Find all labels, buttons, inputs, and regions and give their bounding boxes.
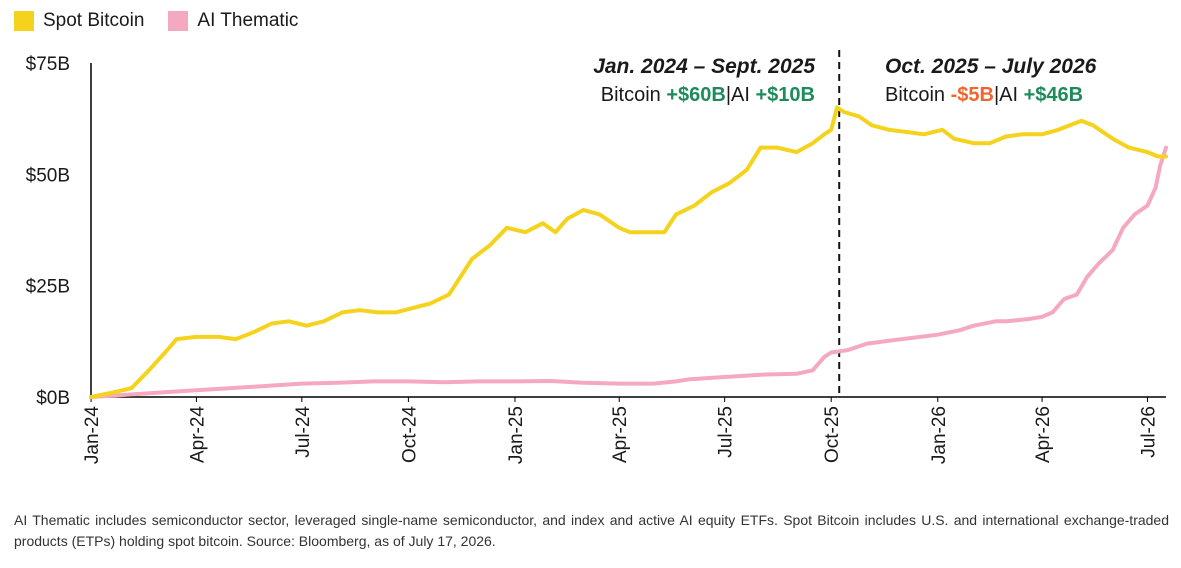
- annotation-period-1-ai-change: +$10B: [755, 84, 816, 106]
- legend-item-bitcoin: Spot Bitcoin: [14, 10, 144, 32]
- legend-label-ai: AI Thematic: [197, 10, 299, 31]
- annotation-period-2-body: Bitcoin -$5B|AI +$46B: [885, 81, 1096, 110]
- annotation-period-1-title: Jan. 2024 – Sept. 2025: [593, 55, 815, 78]
- annotation-period-1-separator: |AI: [725, 84, 756, 106]
- annotation-period-1-prefix: Bitcoin: [600, 84, 667, 106]
- annotation-period-2-prefix: Bitcoin: [885, 84, 951, 106]
- x-tick-label: Jan-26: [929, 406, 950, 464]
- y-tick-label: $50B: [26, 165, 70, 186]
- series-line-spot-bitcoin: [89, 105, 1168, 399]
- annotation-period-2-btc-change: -$5B: [950, 84, 994, 106]
- annotation-period-1: Jan. 2024 – Sept. 2025 Bitcoin +$60B|AI …: [593, 52, 815, 110]
- legend-label-bitcoin: Spot Bitcoin: [43, 10, 145, 31]
- legend-swatch-bitcoin: [14, 11, 34, 31]
- annotation-period-2-ai-change: +$46B: [1023, 84, 1084, 106]
- legend-swatch-ai: [168, 11, 189, 31]
- annotation-period-2-separator: |AI: [993, 84, 1024, 106]
- x-tick-label: Oct-25: [822, 406, 843, 463]
- x-tick-label: Apr-26: [1033, 406, 1054, 463]
- x-tick-label: Oct-24: [399, 406, 420, 463]
- annotation-period-1-body: Bitcoin +$60B|AI +$10B: [593, 81, 815, 110]
- chart-legend: Spot Bitcoin AI Thematic: [14, 10, 298, 32]
- legend-item-ai: AI Thematic: [168, 10, 298, 32]
- footnote: AI Thematic includes semiconductor secto…: [14, 512, 1169, 549]
- x-tick-label: Jul-24: [293, 406, 314, 458]
- x-tick-label: Jul-26: [1138, 406, 1159, 458]
- annotation-period-2: Oct. 2025 – July 2026 Bitcoin -$5B|AI +$…: [885, 52, 1096, 110]
- annotation-period-1-btc-change: +$60B: [666, 84, 726, 106]
- x-tick-label: Jan-24: [82, 406, 103, 465]
- annotation-period-2-title: Oct. 2025 – July 2026: [885, 55, 1097, 78]
- x-tick-label: Jul-25: [716, 406, 737, 458]
- y-tick-label: $25B: [26, 277, 70, 298]
- x-tick-label: Apr-24: [187, 406, 208, 463]
- y-tick-label: $75B: [26, 54, 70, 75]
- line-chart: $0B $25B $50B $75B Jan-24 Apr-24 Jul-24 Oct-24 J…: [26, 50, 1168, 465]
- x-tick-label: Jan-25: [506, 406, 527, 464]
- y-tick-label: $0B: [36, 388, 70, 409]
- x-tick-label: Apr-25: [610, 406, 631, 463]
- series-line-ai-thematic: [89, 145, 1168, 399]
